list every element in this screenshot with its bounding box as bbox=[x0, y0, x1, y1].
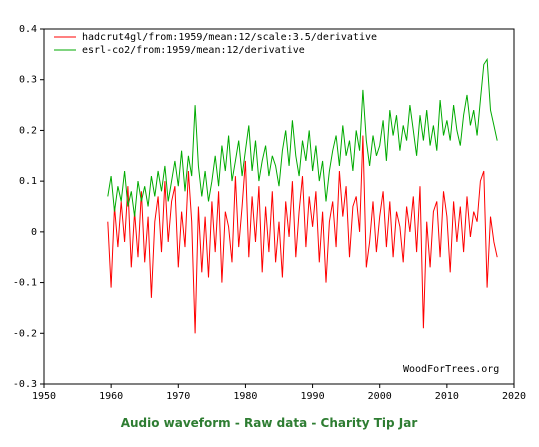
y-tick-label: 0.4 bbox=[19, 24, 37, 35]
y-tick-label: -0.2 bbox=[13, 328, 37, 339]
footer-separator: - bbox=[307, 416, 320, 430]
y-tick-label: -0.1 bbox=[13, 278, 37, 289]
x-tick-label: 2020 bbox=[502, 391, 526, 402]
x-tick-label: 2000 bbox=[368, 391, 392, 402]
data-line bbox=[107, 57, 498, 217]
y-tick-label: 0.1 bbox=[19, 176, 37, 187]
x-tick-label: 2010 bbox=[435, 391, 459, 402]
footer-link[interactable]: Audio waveform bbox=[121, 416, 231, 430]
x-tick-label: 1970 bbox=[166, 391, 190, 402]
legend-label: hadcrut4gl/from:1959/mean:12/scale:3.5/d… bbox=[82, 32, 377, 43]
y-tick-label: 0.2 bbox=[19, 125, 37, 136]
x-tick-label: 1950 bbox=[32, 391, 56, 402]
x-tick-label: 1980 bbox=[233, 391, 257, 402]
annotation: WoodForTrees.org bbox=[403, 364, 499, 375]
footer-link[interactable]: Charity Tip Jar bbox=[321, 416, 418, 430]
footer: Audio waveform - Raw data - Charity Tip … bbox=[121, 416, 418, 430]
x-tick-label: 1990 bbox=[301, 391, 325, 402]
footer-link[interactable]: Raw data bbox=[244, 416, 307, 430]
plot-frame bbox=[43, 28, 515, 385]
data-line bbox=[107, 135, 498, 334]
legend-label: esrl-co2/from:1959/mean:12/derivative bbox=[82, 45, 305, 56]
y-tick-label: 0.3 bbox=[19, 75, 37, 86]
y-tick-label: -0.3 bbox=[13, 379, 37, 390]
x-tick-label: 1960 bbox=[99, 391, 123, 402]
footer-separator: - bbox=[231, 416, 244, 430]
y-tick-label: 0 bbox=[31, 227, 37, 238]
